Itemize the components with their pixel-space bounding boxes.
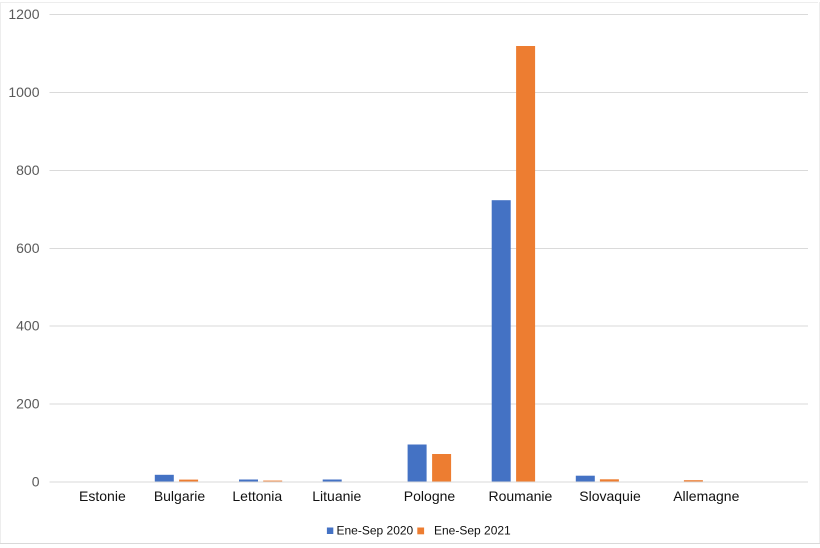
svg-text:Pologne: Pologne <box>404 488 456 504</box>
svg-text:800: 800 <box>16 162 40 178</box>
svg-text:600: 600 <box>16 240 40 256</box>
svg-text:Ene-Sep 2020: Ene-Sep 2020 <box>337 524 414 538</box>
svg-text:Allemagne: Allemagne <box>673 488 739 504</box>
svg-text:Bulgarie: Bulgarie <box>154 488 206 504</box>
svg-text:1200: 1200 <box>8 6 39 22</box>
svg-text:0: 0 <box>32 474 40 490</box>
svg-text:1000: 1000 <box>8 84 39 100</box>
svg-text:Lettonia: Lettonia <box>232 488 282 504</box>
svg-text:Roumanie: Roumanie <box>488 488 552 504</box>
svg-text:Slovaquie: Slovaquie <box>579 488 641 504</box>
svg-text:Ene-Sep 2021: Ene-Sep 2021 <box>434 524 511 538</box>
svg-text:Lituanie: Lituanie <box>312 488 361 504</box>
svg-text:Estonie: Estonie <box>79 488 126 504</box>
svg-text:400: 400 <box>16 318 40 334</box>
svg-text:200: 200 <box>16 396 40 412</box>
